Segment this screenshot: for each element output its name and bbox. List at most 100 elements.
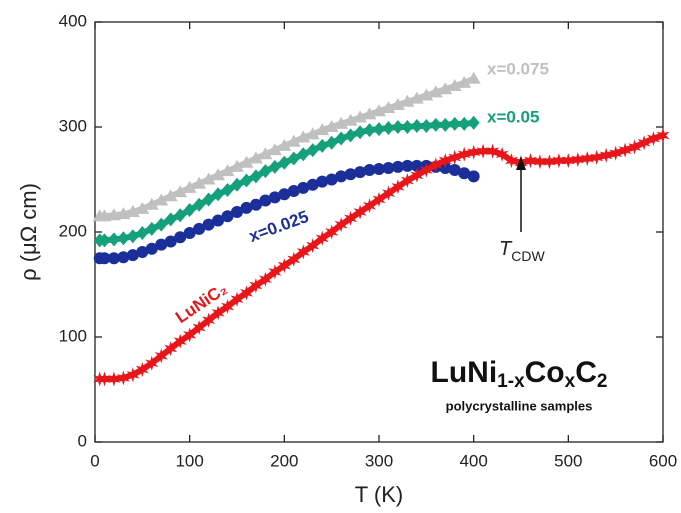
data-point (239, 155, 254, 168)
data-point (410, 167, 424, 183)
data-point (382, 121, 395, 136)
data-point (315, 123, 330, 136)
data-point (117, 251, 130, 264)
data-point (249, 198, 262, 211)
data-point (391, 160, 404, 173)
data-point (183, 227, 196, 240)
data-point (524, 153, 537, 169)
series (93, 127, 670, 387)
data-point (373, 122, 385, 137)
data-point (467, 115, 480, 130)
data-point (457, 146, 471, 162)
data-point (164, 341, 178, 357)
series (92, 71, 481, 222)
data-point (202, 192, 215, 207)
data-point (438, 82, 453, 95)
data-point (259, 164, 272, 179)
data-point (428, 85, 443, 98)
data-point (381, 101, 396, 114)
title-part: x (565, 371, 576, 392)
x-tick-label: 200 (270, 451, 298, 470)
data-point (249, 169, 262, 184)
data-point (439, 117, 452, 132)
data-point (240, 201, 253, 214)
data-point (372, 104, 386, 117)
data-point (174, 231, 187, 244)
data-point (296, 130, 311, 143)
data-point (306, 178, 319, 191)
data-point (278, 155, 291, 170)
data-point (466, 71, 481, 84)
data-point (202, 218, 215, 231)
data-point (306, 143, 319, 158)
data-point (286, 134, 301, 147)
y-tick-label: 100 (59, 326, 87, 345)
title-part: 1-x (497, 371, 525, 392)
data-point (334, 217, 348, 233)
data-point (409, 91, 424, 104)
data-point (372, 191, 386, 207)
data-point (420, 118, 433, 133)
data-point (373, 163, 385, 175)
x-tick-label: 300 (365, 451, 393, 470)
data-point (202, 312, 216, 328)
data-point (561, 153, 575, 169)
data-point (457, 75, 472, 88)
data-point (419, 88, 434, 101)
arrow-head (516, 156, 526, 170)
data-point (552, 153, 566, 169)
data-point (505, 153, 518, 169)
series-label: x=0.025 (246, 207, 311, 246)
data-point (240, 173, 253, 188)
data-point (258, 271, 272, 287)
data-point (268, 191, 281, 204)
data-point (164, 235, 177, 248)
data-point (212, 187, 225, 202)
data-point (164, 212, 177, 227)
data-point (419, 162, 433, 178)
data-point (240, 285, 253, 301)
data-point (212, 214, 225, 227)
data-point (97, 209, 112, 222)
data-point (117, 231, 130, 246)
data-point (231, 177, 243, 192)
data-point (116, 370, 130, 386)
data-point (144, 197, 159, 210)
data-point (476, 143, 490, 159)
data-point (590, 149, 604, 165)
data-point (154, 193, 169, 206)
data-point (458, 116, 471, 131)
data-point (362, 107, 377, 120)
data-point (145, 355, 159, 371)
data-point (458, 167, 471, 180)
x-tick-label: 100 (175, 451, 203, 470)
data-point (647, 131, 660, 147)
data-point (93, 371, 107, 387)
x-axis-title: T (K) (355, 482, 403, 507)
y-tick-label: 200 (59, 221, 87, 240)
data-point (391, 120, 404, 134)
data-point (324, 120, 339, 132)
data-point (267, 143, 282, 156)
data-point (410, 118, 423, 133)
data-point (400, 173, 414, 188)
data-point (296, 244, 310, 260)
x-tick-label: 0 (90, 451, 99, 470)
data-point (107, 371, 121, 387)
data-point (335, 131, 348, 146)
data-point (248, 151, 263, 164)
title-part: 2 (597, 371, 608, 392)
x-tick-label: 500 (554, 451, 582, 470)
data-point (106, 208, 121, 221)
data-point (438, 153, 452, 169)
data-point (183, 327, 197, 343)
data-point (390, 97, 405, 110)
data-point (447, 79, 462, 92)
data-point (344, 128, 357, 143)
data-point (230, 159, 244, 172)
data-point (325, 173, 338, 186)
series-label: x=0.075 (487, 59, 549, 78)
data-point (211, 305, 225, 321)
data-point (533, 154, 547, 170)
data-point (268, 159, 281, 174)
